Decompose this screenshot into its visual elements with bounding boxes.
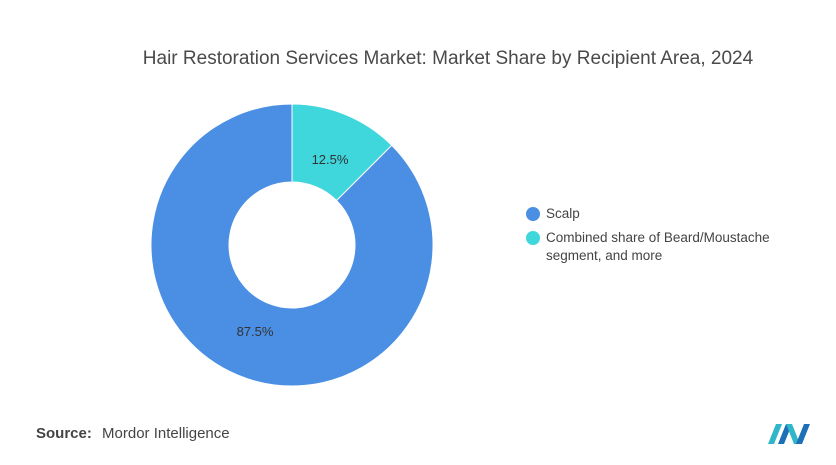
legend-item-scalp: Scalp bbox=[526, 205, 806, 223]
chart-title: Hair Restoration Services Market: Market… bbox=[142, 48, 754, 69]
legend-label-beard-moustache: Combined share of Beard/Moustache segmen… bbox=[546, 230, 770, 263]
donut-slice-labels: 87.5% 12.5% bbox=[237, 152, 349, 339]
slice-label-beard-moustache: 12.5% bbox=[312, 152, 349, 167]
donut-slice-scalp bbox=[150, 103, 434, 387]
source-note: Source: Mordor Intelligence bbox=[36, 425, 230, 442]
source-label: Source: bbox=[36, 425, 92, 442]
legend-item-beard-moustache: Combined share of Beard/Moustache segmen… bbox=[526, 229, 806, 265]
donut-slices bbox=[150, 103, 434, 387]
legend-swatch-scalp bbox=[526, 207, 540, 221]
slice-label-scalp: 87.5% bbox=[237, 324, 274, 339]
mordor-intelligence-logo-icon bbox=[768, 424, 810, 444]
source-value: Mordor Intelligence bbox=[102, 425, 230, 442]
donut-slice-beard-moustache bbox=[291, 103, 393, 202]
legend-swatch-beard-moustache bbox=[526, 231, 540, 245]
legend-label-scalp: Scalp bbox=[546, 206, 580, 221]
chart-legend: Scalp Combined share of Beard/Moustache … bbox=[526, 205, 806, 271]
